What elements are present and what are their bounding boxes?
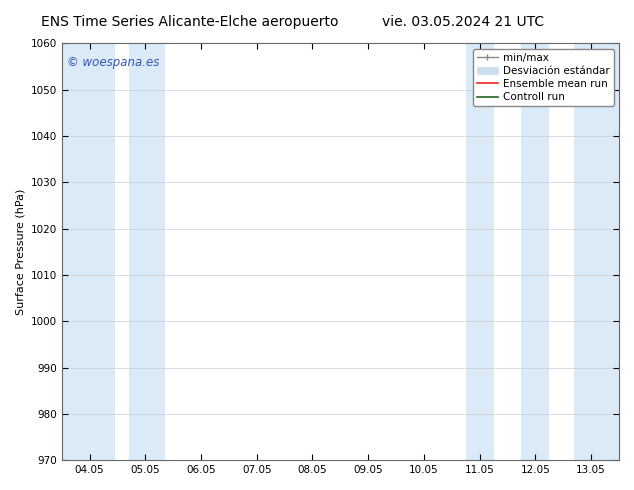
Text: ENS Time Series Alicante-Elche aeropuerto: ENS Time Series Alicante-Elche aeropuert… xyxy=(41,15,339,29)
Text: © woespana.es: © woespana.es xyxy=(67,56,160,69)
Bar xyxy=(61,44,115,460)
Bar xyxy=(574,44,619,460)
Bar xyxy=(129,44,165,460)
Y-axis label: Surface Pressure (hPa): Surface Pressure (hPa) xyxy=(15,189,25,315)
Text: vie. 03.05.2024 21 UTC: vie. 03.05.2024 21 UTC xyxy=(382,15,544,29)
Bar xyxy=(522,44,549,460)
Bar xyxy=(466,44,494,460)
Legend: min/max, Desviación estándar, Ensemble mean run, Controll run: min/max, Desviación estándar, Ensemble m… xyxy=(473,49,614,106)
